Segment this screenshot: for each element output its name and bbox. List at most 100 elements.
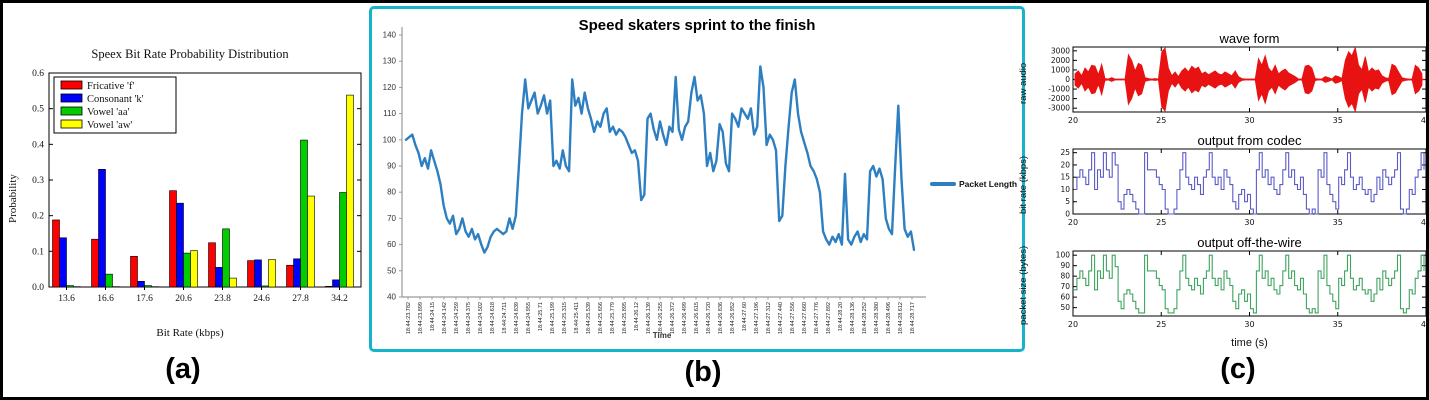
svg-text:50: 50 [387,266,396,275]
svg-text:60: 60 [1060,293,1070,302]
svg-text:20: 20 [1068,116,1078,125]
svg-text:80: 80 [1060,272,1070,281]
waveform-title: wave form [1219,31,1280,46]
svg-text:18:44:24.15: 18:44:24.15 [430,302,436,331]
svg-text:18:44:26.952: 18:44:26.952 [730,302,736,334]
svg-text:-1000: -1000 [1048,85,1070,94]
svg-text:18:44:27.312: 18:44:27.312 [766,302,772,334]
svg-text:18:44:26.139: 18:44:26.139 [646,302,652,334]
codec-plot: 20 25 30 35 40 0 5 10 15 20 25 [1060,148,1426,227]
svg-text:18:44:25.71: 18:44:25.71 [538,302,544,331]
svg-text:30: 30 [1244,116,1254,125]
svg-text:130: 130 [383,57,397,66]
svg-text:18:44:28.252: 18:44:28.252 [862,302,868,334]
svg-text:18:44:25.779: 18:44:25.779 [610,302,616,334]
waveform-subplot: wave form raw audio 20 25 30 35 40 -3000-2000… [1018,31,1429,133]
svg-text:25: 25 [1156,218,1166,227]
svg-text:0.4: 0.4 [32,140,44,150]
svg-text:13.6: 13.6 [58,294,75,304]
svg-text:24.6: 24.6 [253,294,270,304]
svg-text:18:44:28.496: 18:44:28.496 [886,302,892,334]
svg-text:60: 60 [387,240,396,249]
svg-text:18:44:27.60: 18:44:27.60 [742,302,748,331]
svg-text:0: 0 [1065,210,1070,219]
svg-text:30: 30 [1244,218,1254,227]
svg-text:Vowel 'aw': Vowel 'aw' [87,120,132,131]
svg-text:18:44:24.711: 18:44:24.711 [502,302,508,334]
svg-text:Consonant 'k': Consonant 'k' [87,94,144,105]
svg-text:18:44:27.660: 18:44:27.660 [802,302,808,334]
panel-b-line-chart: Speed skaters sprint to the finish 40 50 6… [369,6,1025,352]
svg-text:20: 20 [1068,218,1078,227]
svg-text:18:44:28.717: 18:44:28.717 [910,302,916,334]
svg-text:40: 40 [1421,320,1429,329]
legend-label: Packet Length [959,179,1018,189]
svg-text:10: 10 [1060,185,1070,194]
svg-text:40: 40 [1421,116,1429,125]
panel-label-b: (b) [684,356,722,388]
offwire-y-axis-label: packet size (bytes) [1018,245,1029,325]
svg-text:18:44:24.955: 18:44:24.955 [526,302,532,334]
svg-text:100: 100 [1056,251,1071,260]
svg-text:110: 110 [383,109,396,118]
bar-chart-title: Speex Bit Rate Probability Distribution [91,47,289,61]
svg-text:34.2: 34.2 [331,294,348,304]
svg-text:3000: 3000 [1051,46,1070,55]
svg-text:18:44:26.255: 18:44:26.255 [658,302,664,334]
svg-text:18:44:27.892: 18:44:27.892 [826,302,832,334]
svg-text:80: 80 [387,188,396,197]
svg-text:0.0: 0.0 [32,283,44,293]
bar-chart-plot: 0.0 0.1 0.2 0.3 0.4 0.5 0.6 13.6 16.6 17.6 20.6 23.… [32,69,362,304]
svg-text:16.6: 16.6 [97,294,114,304]
svg-text:18:44:28.380: 18:44:28.380 [874,302,880,334]
svg-text:18:44:24.618: 18:44:24.618 [490,302,496,334]
svg-text:1000: 1000 [1051,65,1070,74]
svg-text:90: 90 [387,162,396,171]
line-chart-legend: Packet Length [930,179,1022,189]
subplots-x-axis-label: time (s) [1231,337,1268,349]
panel-label-c: (c) [1220,353,1256,385]
svg-text:18:44:28.612: 18:44:28.612 [898,302,904,334]
svg-text:0.1: 0.1 [32,247,44,257]
svg-text:0.6: 0.6 [32,69,44,79]
line-chart-plot: 40 50 60 70 80 90 100 110 120 130 140 18:44:23.782 1… [383,27,926,334]
svg-text:20: 20 [1060,160,1070,169]
svg-text:18:44:25.539: 18:44:25.539 [586,302,592,334]
svg-text:18:44:26.499: 18:44:26.499 [682,302,688,334]
svg-text:Vowel 'aa': Vowel 'aa' [87,107,129,118]
offwire-subplot: output off-the-wire packet size (bytes) … [1018,235,1429,337]
svg-text:0: 0 [1065,75,1070,84]
svg-text:18:44:26.12: 18:44:26.12 [634,302,640,331]
svg-text:18:44:24.375: 18:44:24.375 [466,302,472,334]
svg-text:18:44:28.136: 18:44:28.136 [850,302,856,334]
offwire-title: output off-the-wire [1197,235,1302,250]
codec-subplot: output from codec bit rate (kbps) 20 25 30… [1018,133,1426,235]
svg-text:25: 25 [1156,116,1166,125]
codec-title: output from codec [1197,133,1302,148]
svg-text:Fricative 'f': Fricative 'f' [87,81,134,92]
svg-text:18:44:25.199: 18:44:25.199 [550,302,556,334]
panel-c-subplots: wave form raw audio 20 25 30 35 40 -3000-2000… [1018,31,1429,353]
svg-text:18:44:24.259: 18:44:24.259 [454,302,460,334]
svg-text:0.5: 0.5 [32,105,44,115]
panel-label-a: (a) [165,353,201,385]
svg-text:18:44:25.411: 18:44:25.411 [574,302,580,334]
svg-text:-2000: -2000 [1048,94,1070,103]
svg-text:18:44:23.899: 18:44:23.899 [418,302,424,334]
panel-a-bar-chart: Speex Bit Rate Probability Distribution … [7,39,371,351]
svg-text:18:44:25.895: 18:44:25.895 [622,302,628,334]
svg-text:70: 70 [1060,282,1070,291]
svg-text:2000: 2000 [1051,56,1070,65]
svg-text:35: 35 [1333,218,1343,227]
svg-text:30: 30 [1244,320,1254,329]
svg-text:18:44:28.20: 18:44:28.20 [838,302,844,331]
svg-text:18:44:27.556: 18:44:27.556 [790,302,796,334]
svg-text:18:44:27.196: 18:44:27.196 [754,302,760,334]
svg-text:18:44:24.142: 18:44:24.142 [442,302,448,334]
svg-text:25: 25 [1060,148,1070,157]
svg-text:70: 70 [387,214,396,223]
svg-text:40: 40 [387,293,396,302]
